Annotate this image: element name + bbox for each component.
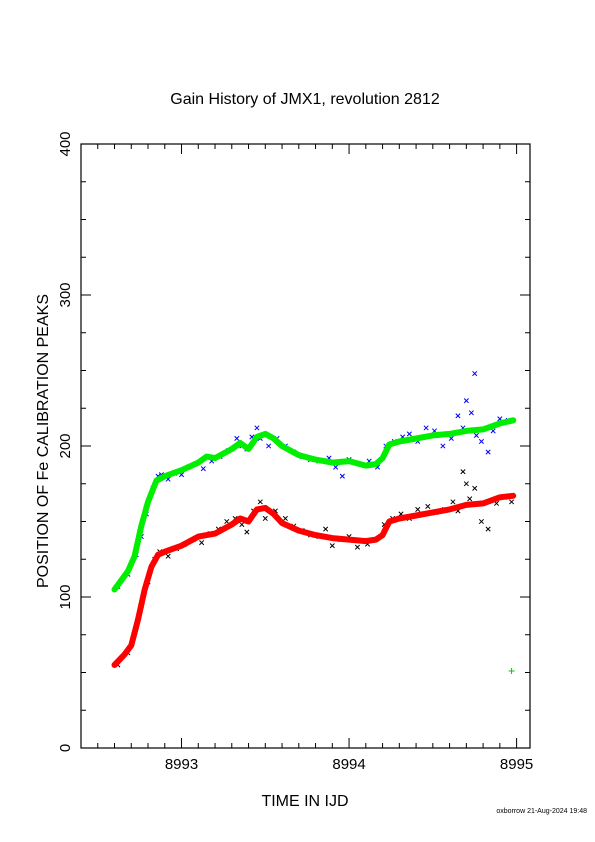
fit-curve-3	[111, 492, 517, 668]
data-point	[165, 553, 171, 559]
data-point	[282, 515, 288, 522]
data-point	[254, 425, 260, 431]
data-point	[234, 435, 240, 442]
x-tick-label: 8994	[332, 756, 365, 773]
data-point	[463, 398, 469, 404]
data-point	[455, 413, 461, 419]
data-point	[244, 529, 250, 535]
data-point	[406, 431, 412, 437]
data-point	[239, 521, 245, 528]
data-point	[485, 449, 491, 455]
y-axis-label: POSITION OF Fe CALIBRATION PEAKS	[35, 294, 52, 588]
data-point	[448, 435, 454, 442]
data-point	[473, 432, 479, 438]
data-point	[460, 469, 466, 475]
data-point	[463, 481, 469, 487]
data-point	[199, 540, 205, 546]
data-point	[333, 464, 339, 470]
y-tick-label: 400	[57, 131, 74, 156]
data-point	[472, 370, 478, 377]
x-tick-label: 8993	[165, 756, 198, 773]
data-point	[478, 438, 484, 445]
fit-curve-2	[111, 417, 517, 593]
data-point	[339, 473, 345, 479]
data-point	[266, 443, 272, 449]
x-axis-label: TIME IN IJD	[261, 793, 348, 810]
data-point	[485, 526, 491, 532]
data-point	[472, 485, 478, 491]
data-point	[425, 503, 431, 509]
data-point	[224, 518, 230, 525]
y-tick-label: 200	[57, 433, 74, 458]
y-tick-label: 100	[57, 584, 74, 609]
data-point	[329, 543, 335, 549]
data-point	[508, 667, 515, 674]
data-point	[440, 443, 446, 449]
data-point	[468, 410, 474, 416]
data-point	[450, 499, 456, 505]
timestamp-stamp: oxborrow 21-Aug-2024 19:48	[496, 808, 587, 815]
y-tick-label: 0	[57, 744, 74, 752]
data-point	[257, 499, 263, 505]
chart-title: Gain History of JMX1, revolution 2812	[170, 91, 440, 108]
data-point	[423, 425, 429, 431]
data-point	[467, 496, 473, 502]
y-tick-label: 300	[57, 282, 74, 307]
plot-frame	[80, 143, 531, 749]
x-tick-label: 8995	[500, 756, 533, 773]
data-point	[478, 518, 484, 525]
data-point	[323, 526, 329, 532]
data-point	[200, 466, 206, 472]
data-point	[262, 515, 268, 522]
data-point	[415, 506, 421, 512]
data-point	[354, 544, 360, 550]
data-point	[509, 499, 515, 505]
